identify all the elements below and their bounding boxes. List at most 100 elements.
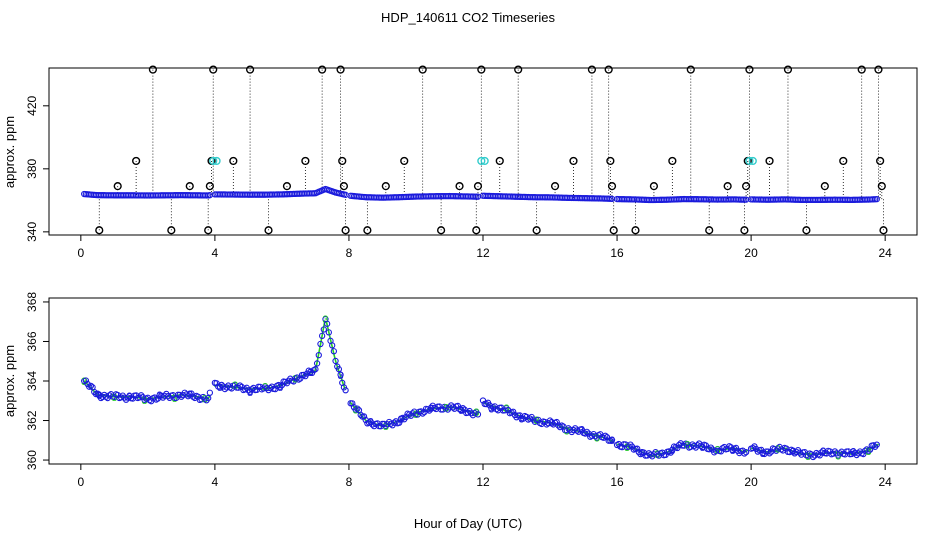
outlier-point — [604, 65, 613, 74]
outlier-point — [113, 182, 122, 191]
series-point — [277, 383, 284, 390]
outlier-point — [167, 226, 176, 235]
top-panel: 0 4 8 12 16 20 24 340 380 420 approx. ppm — [2, 65, 918, 260]
bottom-x-tick-label: 0 — [77, 475, 84, 489]
series-point — [406, 411, 413, 418]
top-x-tick-label: 0 — [77, 246, 84, 260]
outlier-point — [264, 226, 273, 235]
outlier-point — [820, 182, 829, 191]
bottom-y-tick-label: 364 — [25, 371, 39, 391]
bottom-x-tick-label: 12 — [476, 475, 490, 489]
series-point — [275, 381, 282, 389]
series-point — [205, 394, 212, 402]
top-y-axis-label: approx. ppm — [2, 116, 17, 188]
bottom-x-tick-label: 4 — [212, 475, 219, 489]
series-point — [349, 400, 356, 407]
series-point — [329, 342, 336, 349]
series-point — [766, 450, 773, 457]
bottom-x-tick-label: 8 — [346, 475, 353, 489]
outlier-point — [336, 65, 345, 74]
outlier-point — [723, 182, 732, 191]
top-y-tick-label: 380 — [25, 158, 39, 178]
series-point — [117, 394, 125, 401]
outlier-point — [95, 226, 104, 235]
series-point — [424, 406, 431, 413]
bottom-x-tick-label: 24 — [878, 475, 892, 489]
outlier-point — [229, 156, 238, 166]
series-point — [161, 392, 168, 399]
series-marker-label: 3 — [157, 390, 163, 402]
series-marker-label: 3 — [383, 421, 389, 433]
series-point — [315, 351, 322, 359]
series-point — [201, 395, 208, 402]
outlier-point — [802, 226, 811, 235]
series-point — [300, 371, 307, 379]
series-marker-label: 3 — [262, 381, 268, 393]
bottom-x-axis: 0 4 8 12 16 20 24 — [77, 464, 892, 489]
series-point — [241, 386, 249, 393]
outlier-point — [607, 182, 617, 191]
series-point — [357, 411, 364, 418]
baseline-point — [873, 196, 880, 203]
outlier-point — [477, 65, 486, 74]
series-point — [702, 442, 710, 449]
bottom-smooth-line — [83, 320, 879, 457]
highlight-point — [477, 156, 486, 166]
series-point — [860, 450, 867, 458]
series-point — [87, 382, 95, 390]
series-point — [206, 389, 214, 396]
series-point — [546, 417, 554, 424]
series-point — [690, 442, 698, 450]
series-point — [337, 371, 344, 378]
top-outlier-stems — [98, 69, 884, 231]
bottom-y-axis-label: approx. ppm — [2, 345, 17, 417]
series-point — [742, 449, 750, 456]
outlier-point — [148, 65, 157, 74]
top-x-tick-label: 8 — [346, 246, 353, 260]
series-point — [318, 332, 326, 340]
outlier-point — [876, 156, 885, 166]
series-point — [332, 357, 339, 365]
figure-title: HDP_140611 CO2 Timeseries — [381, 10, 555, 25]
series-point — [178, 393, 185, 400]
outlier-point — [783, 65, 793, 74]
series-marker-label: 3 — [126, 391, 132, 403]
series-point — [218, 381, 225, 389]
outlier-point — [765, 156, 774, 166]
series-point — [282, 378, 289, 386]
highlight-point — [745, 156, 754, 166]
series-point — [503, 405, 510, 412]
series-point — [464, 409, 472, 416]
outlier-point — [874, 65, 883, 74]
series-point — [608, 436, 616, 444]
series-point — [419, 410, 426, 417]
series-point — [603, 433, 611, 441]
bottom-x-tick-label: 16 — [610, 475, 624, 489]
outlier-point — [532, 226, 541, 235]
top-baseline-series — [81, 185, 880, 204]
series-point — [317, 340, 324, 348]
top-plot-frame — [48, 67, 918, 236]
series-point — [543, 421, 550, 428]
series-point — [102, 393, 110, 400]
series-point — [360, 413, 368, 420]
series-marker-label: 3 — [820, 446, 826, 458]
outlier-point — [185, 182, 194, 191]
series-point — [863, 446, 870, 453]
series-marker-label: 3 — [594, 433, 600, 445]
outlier-point — [879, 226, 888, 235]
series-marker-label: 3 — [835, 450, 841, 462]
top-outlier-points — [95, 65, 888, 235]
series-marker-label: 3 — [428, 403, 434, 415]
bottom-y-tick-label: 360 — [25, 450, 39, 470]
series-point — [312, 366, 319, 373]
series-point — [602, 432, 609, 439]
top-highlight-points — [209, 156, 757, 166]
outlier-point — [609, 226, 618, 235]
series-point — [396, 419, 403, 426]
outlier-point — [472, 226, 481, 235]
series-point — [330, 348, 338, 355]
series-point — [764, 448, 772, 455]
